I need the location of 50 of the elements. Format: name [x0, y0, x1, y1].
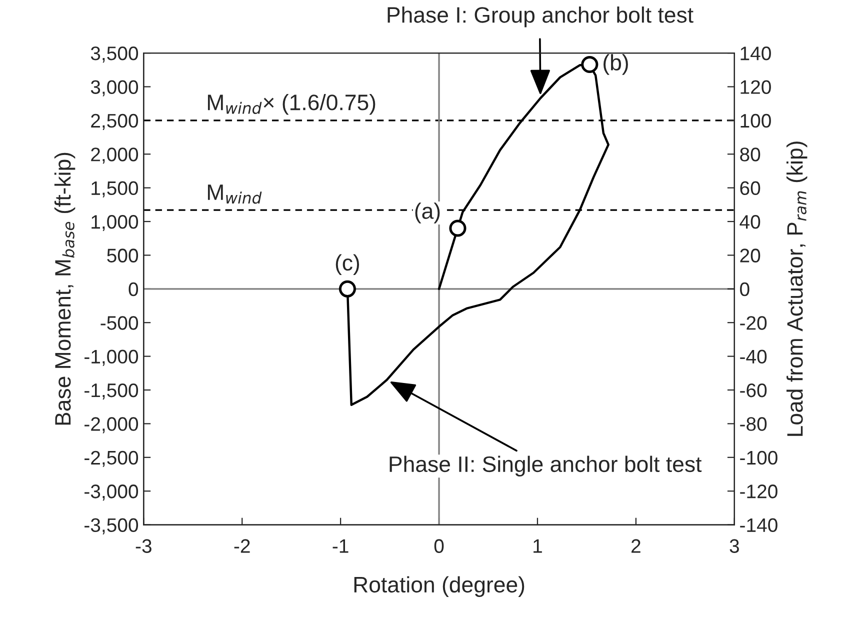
y2-tick-label: 60	[740, 181, 760, 196]
y-tick-label: -1,000	[84, 350, 138, 366]
annotation: (b)	[604, 54, 628, 75]
ref-line-label: M$_{wind}$	[208, 184, 262, 204]
x-axis-title: Rotation (degree)	[354, 576, 524, 597]
y-tick-label: 500	[107, 248, 138, 262]
x-tick-label: 0	[434, 539, 444, 553]
y2-tick-label: -120	[740, 484, 778, 498]
annotation: (a)	[415, 202, 440, 224]
annotation: Phase I: Group anchor bolt test	[388, 6, 694, 28]
x-tick-label: -3	[136, 539, 152, 553]
y-tick-label: 0	[128, 282, 138, 296]
y2-axis-title: Load from Actuator, P$_{ram}$ (kip)	[786, 142, 808, 436]
y2-tick-label: 80	[740, 148, 760, 162]
y-tick-label: 1,500	[92, 181, 138, 198]
y2-tick-label: -100	[740, 450, 778, 465]
y2-tick-label: 120	[740, 80, 771, 94]
annotation: Phase II: Single anchor bolt test	[390, 456, 702, 476]
y-tick-label: 2,000	[91, 148, 138, 164]
y2-tick-label: -20	[740, 316, 767, 330]
y2-tick-label: -60	[740, 383, 767, 398]
ref-line-label: M$_{wind}$× (1.6/0.75)	[208, 94, 376, 115]
x-tick-label: 2	[632, 539, 640, 553]
x-tick-label: -1	[332, 539, 348, 553]
y2-tick-label: -80	[740, 417, 767, 431]
annotation: (c)	[336, 254, 360, 276]
x-tick-label: 3	[730, 539, 739, 553]
y2-tick-label: 20	[740, 248, 760, 262]
y-axis-title: Base Moment, M$_{base}$ (ft-kip)	[54, 152, 76, 425]
y-tick-label: 2,500	[91, 114, 138, 130]
y-tick-label: -3,500	[84, 518, 138, 534]
y2-tick-label: 140	[740, 46, 771, 60]
y2-tick-label: 100	[740, 114, 771, 128]
y2-tick-label: -140	[740, 518, 778, 532]
y-tick-label: -2,000	[84, 417, 138, 434]
x-tick-label: -2	[234, 539, 250, 553]
x-tick-label: 1	[534, 539, 542, 553]
y-tick-label: 3,000	[90, 80, 138, 96]
y2-tick-label: 40	[740, 214, 760, 229]
y-tick-label: -3,000	[84, 484, 138, 501]
point	[449, 220, 466, 237]
y2-tick-label: -40	[740, 350, 767, 364]
y-tick-label: -1,500	[84, 383, 138, 400]
y2-tick-label: 0	[740, 282, 750, 296]
y-tick-label: 3,500	[90, 46, 138, 63]
y-tick-label: 1,000	[92, 214, 138, 232]
y-tick-label: -500	[100, 316, 138, 330]
point	[581, 56, 598, 74]
y-tick-label: -2,500	[84, 450, 138, 467]
point	[338, 280, 356, 298]
